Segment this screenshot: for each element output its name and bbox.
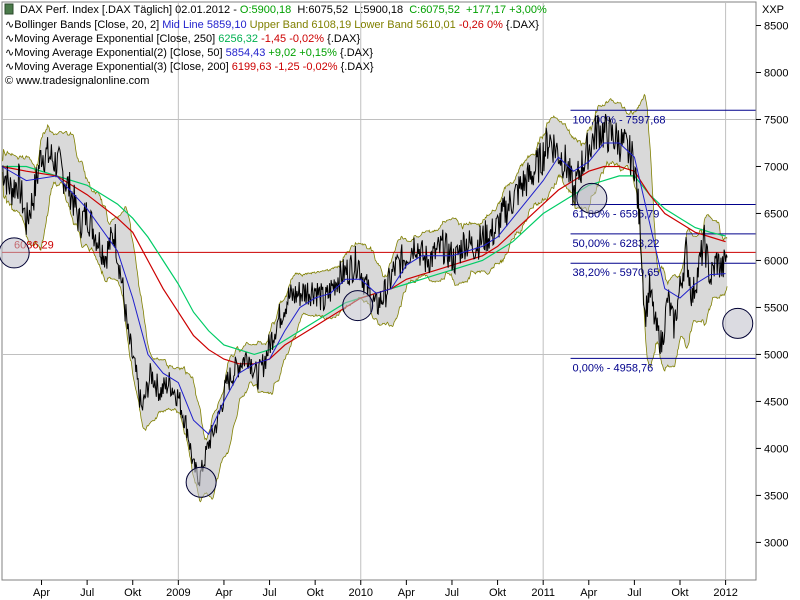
indicator-value: {.DAX} — [327, 33, 360, 45]
indicator-legend-entry: ∿Moving Average Exponential(3) [Close, 2… — [5, 61, 374, 73]
axes-layer: 3000 3500 4000 4500 5000 5500 6000 6500 7000 7500… — [33, 2, 788, 599]
x-tick-label: Jul — [445, 587, 459, 599]
x-tick-label: Okt — [307, 587, 324, 599]
x-tick-label: Apr — [215, 587, 232, 599]
header-high: H:6075,52 — [297, 4, 348, 16]
x-tick-label: Jul — [263, 587, 277, 599]
indicator-name: ∿Moving Average Exponential(3) [Close, 2… — [5, 61, 232, 73]
y-tick-label: 6000 — [764, 255, 788, 267]
x-tick-label: 2012 — [713, 587, 737, 599]
legend: DAX Perf. Index [.DAX Täglich] 02.01.201… — [4, 3, 547, 87]
header-title: DAX Perf. Index [.DAX Täglich] 02.01.201… — [20, 4, 240, 16]
fib-level-label: 50,00% - 6283,22 — [573, 238, 660, 250]
indicator-value: 5854,43 — [226, 47, 269, 59]
markers-layer — [0, 182, 754, 498]
indicator-value: -0,26 0% — [459, 19, 506, 31]
indicator-name: ∿Bollinger Bands [Close, 20, 2] — [5, 19, 162, 31]
indicator-legend-entry: ∿Bollinger Bands [Close, 20, 2] Mid Line… — [5, 19, 539, 31]
x-tick-label: Apr — [33, 587, 50, 599]
indicator-value: -1,25 -0,02% — [275, 61, 341, 73]
indicator-value: -1,45 -0,02% — [261, 33, 327, 45]
x-tick-label: Apr — [580, 587, 597, 599]
x-tick-label: 2009 — [166, 587, 190, 599]
copyright-text: © www.tradesignalonline.com — [5, 75, 149, 87]
symbol-label: XXP — [762, 4, 784, 16]
indicator-name: ∿Moving Average Exponential(2) [Close, 5… — [5, 47, 226, 59]
ema50-line — [1, 142, 726, 436]
indicator-value: 6199,63 — [232, 61, 275, 73]
x-tick-label: Jul — [627, 587, 641, 599]
y-tick-label: 8000 — [764, 67, 788, 79]
highlight-marker — [576, 182, 608, 214]
indicator-value: Mid Line 5859,10 — [162, 19, 249, 31]
y-tick-label: 5000 — [764, 349, 788, 361]
highlight-marker — [0, 237, 30, 269]
x-tick-label: 2010 — [349, 587, 373, 599]
x-tick-label: Okt — [124, 587, 141, 599]
y-tick-label: 6500 — [764, 208, 788, 220]
x-tick-label: Okt — [671, 587, 688, 599]
y-tick-label: 4000 — [764, 443, 788, 455]
indicator-value: Upper Band 6108,19 — [250, 19, 355, 31]
fib-level-label: 38,20% - 5970,65 — [573, 267, 660, 279]
x-tick-label: 2011 — [531, 587, 555, 599]
indicator-value: 6256,32 — [218, 33, 261, 45]
highlight-marker — [342, 290, 374, 322]
y-tick-label: 3500 — [764, 490, 788, 502]
chart-header: DAX Perf. Index [.DAX Täglich] 02.01.201… — [20, 4, 547, 16]
highlight-marker — [185, 466, 217, 498]
indicator-legend-entry: ∿Moving Average Exponential(2) [Close, 5… — [5, 47, 373, 59]
highlight-marker — [722, 307, 754, 339]
instrument-icon — [4, 3, 14, 15]
x-tick-label: Okt — [489, 587, 506, 599]
indicator-value: Lower Band 5610,01 — [354, 19, 459, 31]
indicator-value: {.DAX} — [340, 47, 373, 59]
fib-level-label: 100,00% - 7597,68 — [573, 114, 666, 126]
series-layer — [1, 113, 728, 487]
y-tick-label: 7000 — [764, 161, 788, 173]
indicator-legend-entry: ∿Moving Average Exponential [Close, 250]… — [5, 33, 360, 45]
header-change: +177,17 +3,00% — [466, 4, 547, 16]
indicator-value: {.DAX} — [341, 61, 374, 73]
header-low: L:5900,18 — [354, 4, 403, 16]
bollinger-upper-band — [1, 93, 728, 441]
y-tick-label: 7500 — [764, 114, 788, 126]
y-tick-label: 8500 — [764, 20, 788, 32]
header-open: O:5900,18 — [240, 4, 291, 16]
price-line — [1, 113, 728, 487]
y-tick-label: 3000 — [764, 537, 788, 549]
x-tick-label: Jul — [80, 587, 94, 599]
indicator-value: +9,02 +0,15% — [268, 47, 340, 59]
y-tick-label: 5500 — [764, 302, 788, 314]
x-tick-label: Apr — [398, 587, 415, 599]
header-close: C:6075,52 — [409, 4, 460, 16]
y-tick-label: 4500 — [764, 396, 788, 408]
indicator-value: {.DAX} — [506, 19, 539, 31]
fib-level-label: 0,00% - 4958,76 — [573, 362, 654, 374]
indicator-name: ∿Moving Average Exponential [Close, 250] — [5, 33, 218, 45]
